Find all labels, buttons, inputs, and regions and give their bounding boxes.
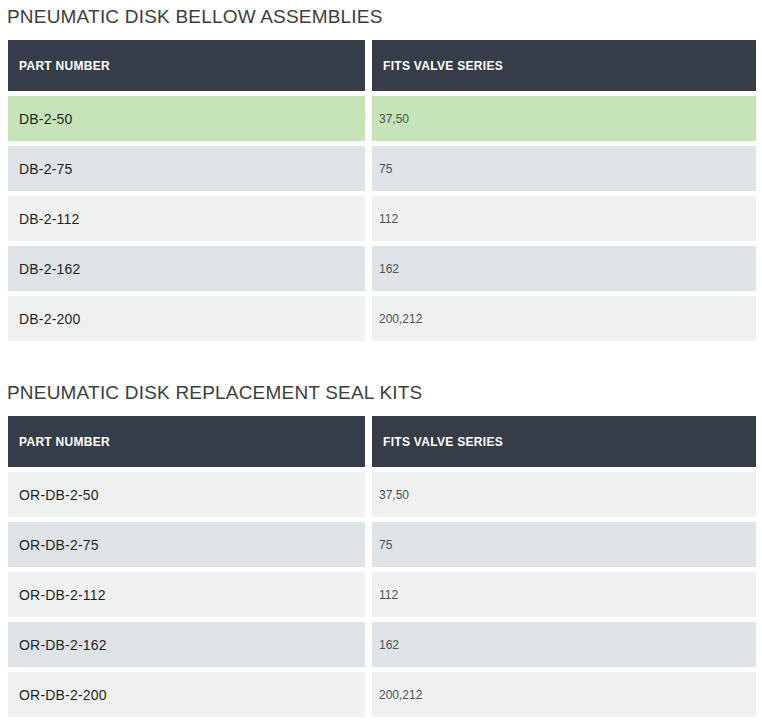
part-number-cell[interactable]: DB-2-50 [8, 96, 365, 141]
part-number-cell[interactable]: OR-DB-2-200 [8, 672, 365, 717]
valve-series-cell[interactable]: 112 [372, 196, 756, 241]
section-title-replacement-seal-kits: PNEUMATIC DISK REPLACEMENT SEAL KITS [7, 381, 762, 404]
part-number-cell[interactable]: DB-2-200 [8, 296, 365, 341]
valve-series-cell[interactable]: 112 [372, 572, 756, 617]
valve-series-cell[interactable]: 162 [372, 246, 756, 291]
seal-kits-table: PART NUMBER FITS VALVE SERIES OR-DB-2-50… [8, 416, 756, 717]
valve-series-cell[interactable]: 200,212 [372, 672, 756, 717]
bellow-assemblies-table: PART NUMBER FITS VALVE SERIES DB-2-50 37… [8, 40, 756, 341]
part-number-cell[interactable]: OR-DB-2-50 [8, 472, 365, 517]
column-header-part-number: PART NUMBER [8, 416, 365, 467]
part-number-cell[interactable]: DB-2-112 [8, 196, 365, 241]
part-number-cell[interactable]: OR-DB-2-112 [8, 572, 365, 617]
column-header-fits-valve-series: FITS VALVE SERIES [372, 40, 756, 91]
part-number-cell[interactable]: DB-2-75 [8, 146, 365, 191]
part-number-cell[interactable]: OR-DB-2-75 [8, 522, 365, 567]
column-header-fits-valve-series: FITS VALVE SERIES [372, 416, 756, 467]
valve-series-cell[interactable]: 75 [372, 146, 756, 191]
valve-series-cell[interactable]: 37,50 [372, 472, 756, 517]
valve-series-cell[interactable]: 75 [372, 522, 756, 567]
part-number-cell[interactable]: DB-2-162 [8, 246, 365, 291]
valve-series-cell[interactable]: 200,212 [372, 296, 756, 341]
valve-series-cell[interactable]: 162 [372, 622, 756, 667]
valve-series-cell[interactable]: 37,50 [372, 96, 756, 141]
part-number-cell[interactable]: OR-DB-2-162 [8, 622, 365, 667]
column-header-part-number: PART NUMBER [8, 40, 365, 91]
section-title-bellow-assemblies: PNEUMATIC DISK BELLOW ASSEMBLIES [7, 5, 762, 28]
